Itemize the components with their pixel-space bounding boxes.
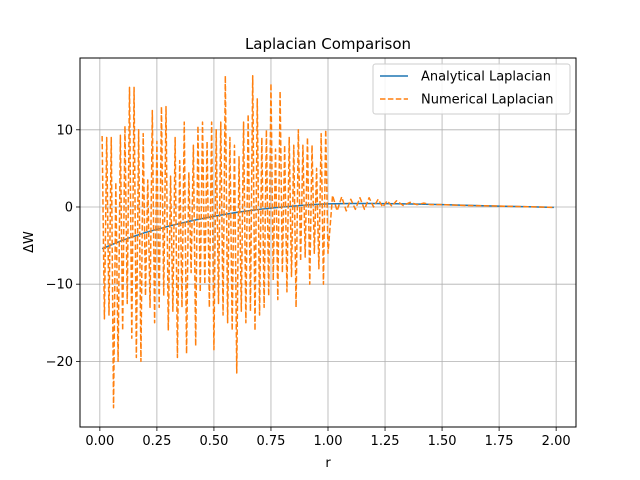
y-tick-label: 10 [56, 123, 73, 138]
x-tick-label: 0.50 [199, 434, 228, 449]
series-line-1 [101, 75, 554, 409]
x-tick-label: 2.00 [542, 434, 571, 449]
x-tick-label: 1.25 [371, 434, 400, 449]
chart-title: Laplacian Comparison [245, 35, 411, 53]
x-tick-label: 0.00 [85, 434, 114, 449]
y-tick-label: 0 [65, 200, 73, 215]
x-tick-label: 1.50 [428, 434, 457, 449]
x-tick-label: 1.00 [314, 434, 343, 449]
axis-ticks: 0.00 0.25 0.50 0.75 1.00 1.25 1.50 1.75 2.00 10 0 −… [46, 123, 571, 449]
series-layer [101, 75, 554, 409]
x-tick-label: 0.25 [142, 434, 171, 449]
y-tick-label: −10 [46, 278, 73, 293]
legend-label-0: Analytical Laplacian [421, 70, 551, 85]
x-tick-label: 1.75 [485, 434, 514, 449]
legend-label-1: Numerical Laplacian [421, 93, 553, 108]
x-tick-label: 0.75 [256, 434, 285, 449]
legend-box [372, 63, 571, 115]
y-axis-label: ΔW [22, 231, 37, 253]
legend: Analytical Laplacian Numerical Laplacian [372, 63, 571, 115]
grid [80, 58, 576, 427]
x-axis-label: r [325, 456, 331, 471]
y-tick-label: −20 [46, 355, 73, 370]
